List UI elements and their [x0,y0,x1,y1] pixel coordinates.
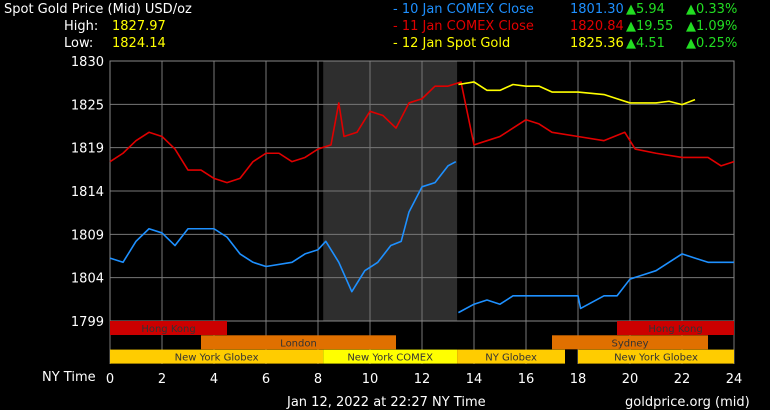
session-bar [201,335,396,350]
session-label: NY Globex [485,353,537,364]
low-label: Low: [64,36,94,51]
y-tick-label: 1804 [71,272,104,287]
x-tick-label: 18 [570,372,587,387]
x-tick-label: 8 [314,372,322,387]
y-tick-label: 1819 [71,142,104,157]
series-line-10-jan-comex-close [109,160,457,293]
low-value: 1824.14 [112,36,166,51]
x-axis-label: NY Time [42,370,96,385]
x-tick-label: 6 [262,372,270,387]
legend-chg: ▲19.55 [626,19,674,34]
session-bar [457,349,565,364]
session-label: New York COMEX [347,353,433,364]
x-tick-label: 12 [414,372,431,387]
series-line-11-jan-comex-close [109,81,735,184]
legend-price: 1825.36 [570,36,624,51]
session-label: New York Globex [175,353,259,364]
legend-name: - 10 Jan COMEX Close [393,2,534,17]
x-tick-label: 10 [362,372,379,387]
high-label: High: [64,19,99,34]
x-tick-label: 14 [466,372,483,387]
session-bar [110,349,324,364]
plot-border [109,60,735,322]
legend-name: - 11 Jan COMEX Close [393,19,534,34]
legend-chg: ▲4.51 [626,36,665,51]
y-tick-label: 1809 [71,228,104,243]
session-bar [110,321,227,335]
session-label: Hong Kong [648,324,702,335]
x-tick-label: 2 [158,372,166,387]
session-label: New York Globex [614,353,698,364]
y-tick-label: 1814 [71,185,104,200]
session-bar [552,335,708,350]
session-label: London [280,338,317,349]
session-bar [578,349,734,364]
x-tick-label: 0 [106,372,114,387]
session-bar [323,349,458,364]
legend-pct: ▲1.09% [686,19,738,34]
legend-price: 1820.84 [570,19,624,34]
source: goldprice.org (mid) [625,395,750,410]
x-tick-label: 4 [210,372,218,387]
x-tick-label: 16 [518,372,535,387]
y-tick-label: 1825 [71,98,104,113]
series-line-12-jan-spot-gold [458,81,696,106]
timestamp: Jan 12, 2022 at 22:27 NY Time [287,395,486,410]
legend-price: 1801.30 [570,2,624,17]
legend-chg: ▲5.94 [626,2,665,17]
x-tick-label: 22 [674,372,691,387]
series-line-10-jan-comex-close [458,253,734,314]
legend-name: - 12 Jan Spot Gold [393,36,511,51]
session-bar [617,321,734,335]
x-tick-label: 24 [726,372,743,387]
session-label: Sydney [611,338,648,349]
high-value: 1827.97 [112,19,166,34]
chart-title: Spot Gold Price (Mid) USD/oz [4,2,192,17]
legend-pct: ▲0.33% [686,2,738,17]
legend-pct: ▲0.25% [686,36,738,51]
x-tick-label: 20 [622,372,639,387]
y-tick-label: 1799 [71,315,104,330]
session-label: Hong Kong [141,324,195,335]
y-tick-label: 1830 [71,55,104,70]
